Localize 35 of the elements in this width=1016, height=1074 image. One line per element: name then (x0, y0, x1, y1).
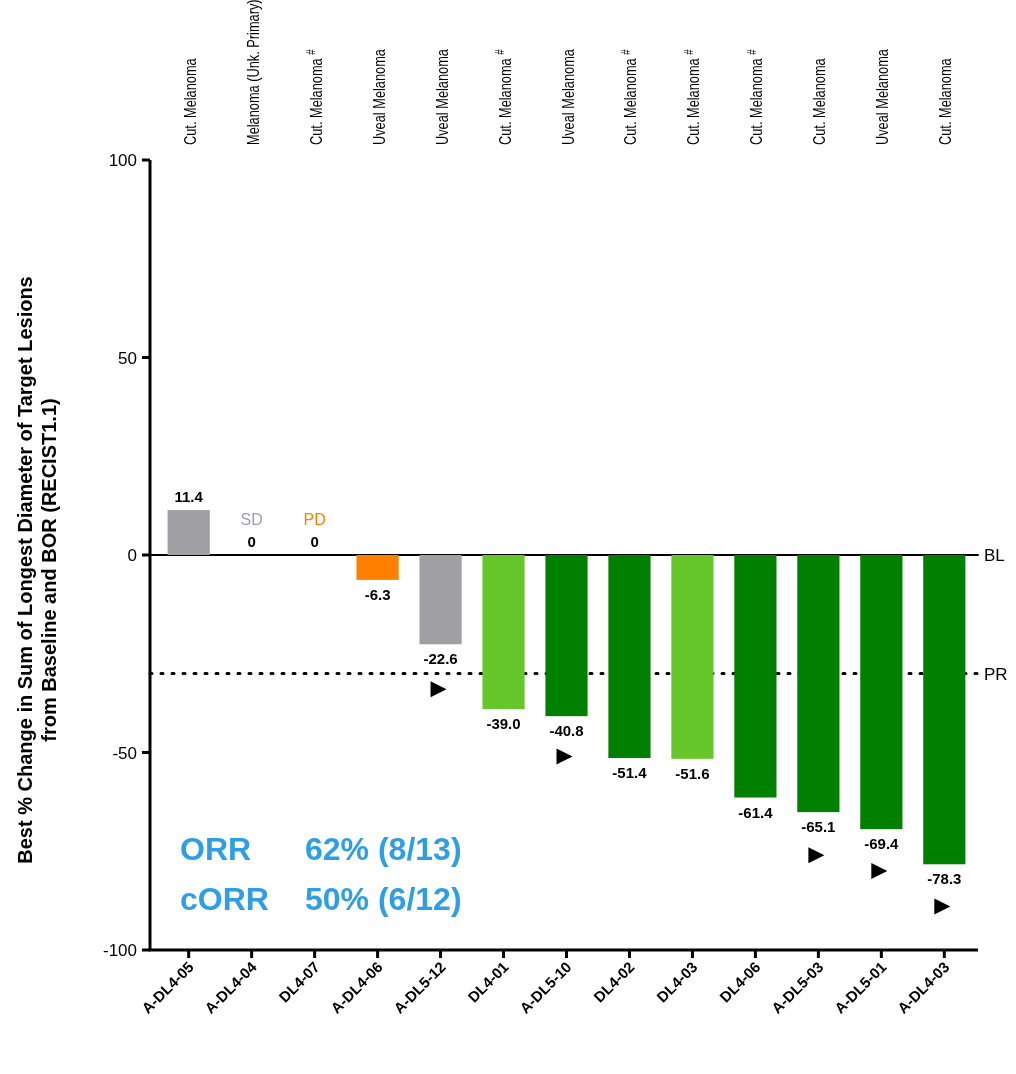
data-label: -40.8 (549, 722, 584, 740)
data-label: -39.0 (486, 715, 521, 733)
data-label: -51.4 (612, 764, 648, 782)
data-label: 0 (247, 533, 256, 550)
text: Uveal Melanoma (370, 48, 388, 145)
text: Melanoma (Unk. Primary) (244, 0, 262, 145)
text: Cut. Melanoma (936, 57, 955, 145)
data-label: -22.6 (423, 650, 458, 668)
y-tick-label: 0 (127, 546, 137, 565)
text: Cut. Melanoma (811, 57, 829, 145)
annotation: cORR (180, 881, 269, 917)
y-tick-label: -50 (112, 743, 137, 763)
y-tick-label: 100 (108, 151, 137, 170)
ref-line-label: BL (984, 546, 1005, 565)
ref-line-label: PR (984, 664, 1008, 684)
data-label: -61.4 (738, 803, 774, 821)
annotation: PD (303, 511, 326, 528)
data-label: -65.1 (801, 818, 836, 836)
text: Uveal Melanoma (559, 48, 577, 145)
annotation: 62% (8/13) (305, 831, 462, 867)
text: Uveal Melanoma (433, 48, 451, 145)
data-label: -51.6 (675, 764, 710, 782)
data-label: 11.4 (174, 487, 204, 505)
data-label: 0 (310, 533, 319, 550)
data-label: -69.4 (864, 835, 900, 853)
data-label: -78.3 (927, 870, 962, 888)
data-label: -6.3 (364, 585, 391, 603)
text: Cut. Melanoma (181, 57, 199, 145)
annotation: ORR (180, 831, 252, 867)
text: Uveal Melanoma (873, 48, 892, 145)
annotation: SD (240, 511, 263, 528)
y-tick-label: 50 (118, 348, 137, 368)
annotation: 50% (6/12) (305, 881, 462, 917)
y-tick-label: -100 (102, 941, 137, 960)
y-axis-title: Best % Change in Sum of Longest Diameter of Target Lesions from Baseline and BOR (RECIST1.1) (14, 276, 60, 864)
